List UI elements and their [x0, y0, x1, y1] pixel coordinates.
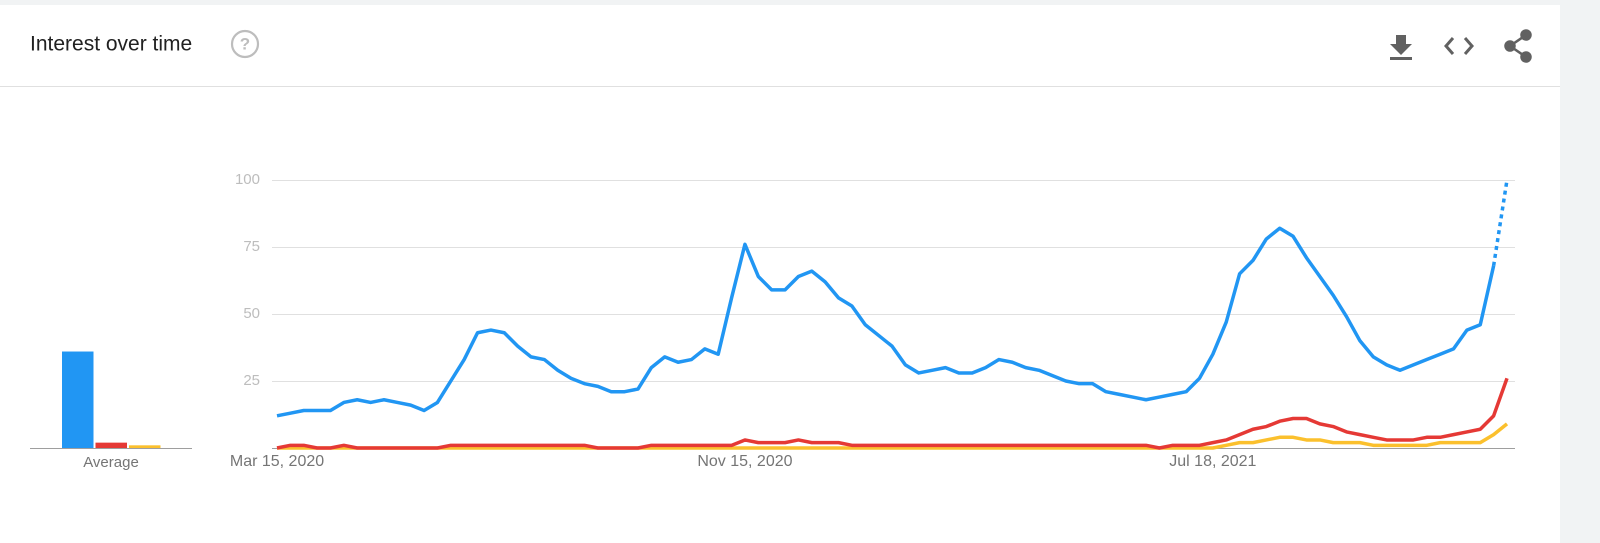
avg-bar [62, 351, 94, 448]
avg-bar [95, 442, 127, 448]
series-partial [1491, 179, 1509, 267]
series-line [277, 422, 1509, 450]
series-line [276, 226, 1496, 418]
share-icon[interactable] [1504, 29, 1532, 63]
help-icon[interactable] [230, 29, 260, 59]
y-tick-label: 75 [243, 238, 260, 255]
avg-label: Average [83, 454, 139, 471]
embed-icon[interactable] [1444, 37, 1474, 55]
y-tick-label: 50 [243, 305, 260, 322]
y-tick-label: 25 [243, 372, 260, 389]
series-line [276, 377, 1509, 450]
card-title: Interest over time [30, 33, 192, 56]
x-tick-label: Mar 15, 2020 [230, 453, 324, 470]
x-tick-label: Nov 15, 2020 [697, 453, 792, 470]
help-mark[interactable]: ? [240, 34, 250, 53]
avg-bar [129, 445, 161, 448]
card [0, 5, 1560, 543]
download-icon[interactable] [1390, 35, 1412, 60]
y-tick-label: 100 [235, 171, 260, 188]
x-tick-label: Jul 18, 2021 [1169, 453, 1256, 470]
